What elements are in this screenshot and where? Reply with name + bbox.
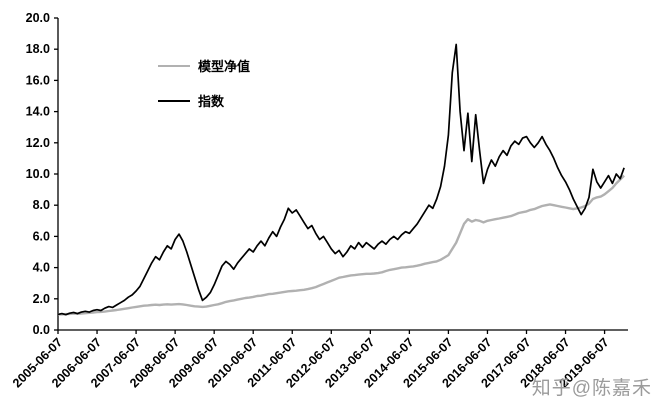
legend-item-model: 模型净值 [158, 56, 250, 75]
legend-line-swatch-index [158, 99, 190, 102]
series-layer [57, 43, 625, 316]
y-axis-label: 0.0 [33, 323, 50, 337]
watermark-text: 知乎@陈嘉禾 [531, 378, 652, 399]
legend-line-swatch-model [158, 64, 190, 67]
series-line-index [57, 43, 625, 316]
y-axis-label: 8.0 [33, 198, 50, 212]
legend: 模型净值 指数 [158, 56, 250, 110]
series-line-model [58, 174, 625, 316]
y-axis-label: 4.0 [33, 261, 50, 275]
y-axis-label: 20.0 [26, 11, 50, 25]
axis-labels-layer: 0.02.04.06.08.010.012.014.016.018.020.02… [10, 11, 612, 390]
y-axis-label: 12.0 [26, 136, 50, 150]
y-axis-label: 16.0 [26, 73, 50, 87]
y-axis-label: 6.0 [33, 229, 50, 243]
y-axis-label: 10.0 [26, 167, 50, 181]
y-axis-label: 14.0 [26, 105, 50, 119]
legend-item-index: 指数 [158, 91, 250, 110]
legend-label-index: 指数 [198, 94, 225, 109]
legend-label-model: 模型净值 [198, 59, 251, 74]
y-axis-label: 18.0 [26, 42, 50, 56]
axes-layer [54, 17, 628, 334]
y-axis-label: 2.0 [33, 292, 50, 306]
